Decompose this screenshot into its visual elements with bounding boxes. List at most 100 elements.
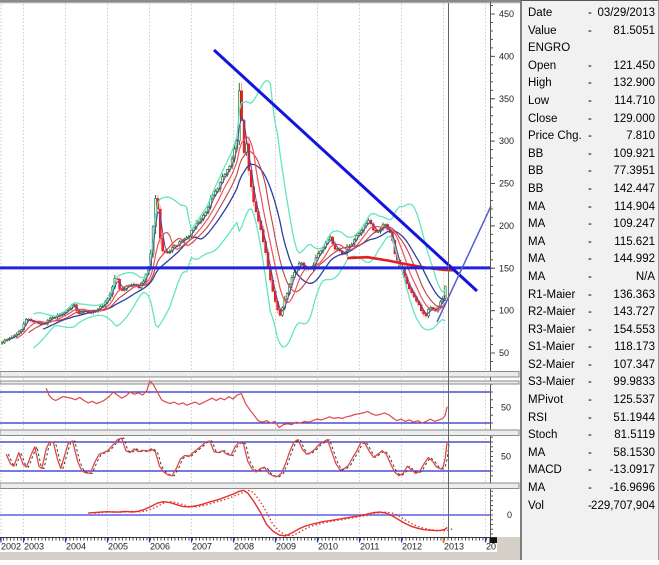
data-row-value: 144.992 [613,253,655,266]
data-row-s2-maier: S2-Maier - 107.347 [522,357,658,375]
data-row-close: Close - 129.000 [522,111,658,129]
data-row-label: RSI [528,411,548,424]
panel-splitter[interactable] [0,482,520,489]
data-row-label: Value [528,24,557,37]
axis-resize-handle[interactable] [489,538,498,543]
data-row-value: 229,707,904 [591,499,655,512]
svg-text:2012: 2012 [402,542,422,552]
data-row-separator: - [588,499,592,512]
data-row-value: 114.904 [614,200,655,213]
svg-text:200: 200 [499,221,514,231]
data-row-value: 121.450 [613,59,655,72]
data-row-separator: - [588,59,592,72]
data-row-separator: - [588,376,592,389]
svg-text:50: 50 [501,403,511,413]
trend-lines [0,48,492,323]
data-row-value: 115.621 [614,235,655,248]
data-row-separator: - [588,7,592,19]
data-row-engro: ENGRO [522,40,658,58]
data-row-separator: - [588,394,592,407]
data-row-label: S1-Maier [528,341,575,354]
svg-text:2010: 2010 [318,542,338,552]
data-row-label: Vol [528,499,544,512]
data-row-label: MA [528,218,546,231]
data-panel: Date -03/29/2013 Value -81.5051 ENGRO Open -12… [520,0,659,560]
data-row-ma: MA - 109.247 [522,216,658,234]
data-row-date: Date -03/29/2013 [522,5,658,23]
data-row-separator: - [588,165,592,178]
svg-text:2008: 2008 [234,542,254,552]
data-row-separator: - [588,411,592,424]
rsi-upper-band-line [0,380,520,385]
data-row-label: BB [528,165,544,178]
data-row-label: ENGRO [528,42,571,55]
stoch-panel [5,437,450,478]
axis-corner-filler [497,537,520,552]
svg-text:50: 50 [501,451,511,461]
svg-text:150: 150 [499,263,514,273]
data-row-mpivot: MPivot - 125.537 [522,392,658,410]
data-row-label: MA [528,270,546,283]
data-row-separator: - [588,429,592,442]
chart-region: 450 400 350 300 250 200 150 100 50 50 50 0 2002 2003 2… [0,0,520,560]
data-row-label: Stoch [528,429,558,442]
data-row-label: Date [528,7,553,19]
svg-text:2005: 2005 [108,542,128,552]
data-row-value: N/A [635,270,655,283]
data-row-label: Low [528,94,550,107]
data-row-rsi: RSI - 51.1944 [522,410,658,428]
svg-text:2006: 2006 [150,542,170,552]
data-row-value: 81.5051 [613,24,655,37]
svg-text:2007: 2007 [192,542,212,552]
data-row-bb: BB - 142.447 [522,181,658,199]
data-row-value: 114.710 [614,94,655,107]
rsi-panel [45,380,448,429]
data-row-label: MA [528,235,546,248]
data-row-ma: MA - 114.904 [522,199,658,217]
svg-text:2009: 2009 [276,542,296,552]
data-row-separator: - [588,446,592,459]
data-row-separator: - [588,270,592,283]
date-axis[interactable]: 2002 2003 2004 2005 2006 2007 2008 2009 2010 2011… [0,537,520,560]
data-row-label: BB [528,147,544,160]
data-row-separator: - [588,482,592,495]
price-overlays [6,79,456,349]
candlestick-series [1,82,447,345]
data-row-label: MA [528,446,546,459]
data-row-separator: - [588,464,592,477]
data-row-value: 109.247 [613,218,655,231]
data-row-value: -16.9696 [609,482,655,495]
data-row-stoch: Stoch - 81.5119 [522,427,658,445]
data-row-value: 107.347 [613,358,655,371]
data-row-label: MPivot [528,394,564,407]
data-row-ma: MA - 115.621 [522,234,658,252]
data-row-separator: - [588,218,592,231]
data-row-label: Price Chg. [528,130,582,143]
panel-splitter[interactable] [0,371,520,378]
panel-splitters[interactable] [0,371,520,489]
data-row-value: 99.9833 [613,376,655,389]
svg-text:450: 450 [499,9,514,19]
data-row-label: MA [528,200,546,213]
svg-text:2003: 2003 [24,542,44,552]
data-row-separator: - [588,253,592,266]
svg-text:2013: 2013 [444,542,464,552]
data-row-bb: BB - 109.921 [522,146,658,164]
svg-text:350: 350 [499,94,514,104]
data-row-value: 125.537 [613,394,655,407]
data-row-label: MACD [528,464,562,477]
data-row-separator: - [588,235,592,248]
data-row-separator: - [588,182,592,195]
bottom-edge-strip [0,552,520,560]
trendline-descending-resistance[interactable] [212,48,479,293]
data-row-label: MA [528,253,546,266]
data-row-value: 136.363 [613,288,655,301]
trendline-ascending-support[interactable] [436,205,492,323]
macd-panel [88,489,454,537]
data-row-separator: - [588,306,592,319]
data-row-ma: MA - N/A [522,269,658,287]
panel-splitter[interactable] [0,429,520,436]
data-row-separator: - [588,94,592,107]
data-row-s3-maier: S3-Maier - 99.9833 [522,374,658,392]
